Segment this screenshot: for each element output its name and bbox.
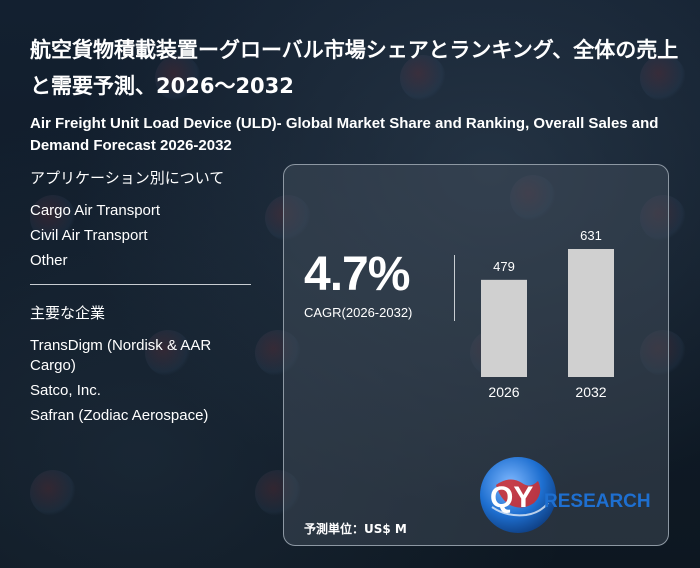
bar-2032	[568, 249, 614, 377]
bar-value-label: 631	[580, 228, 602, 243]
company-item: Safran (Zodiac Aerospace)	[30, 407, 209, 424]
watermark-logo	[400, 55, 446, 101]
qyresearch-logo: QY RESEARCH	[480, 457, 651, 533]
watermark-logo	[265, 195, 311, 241]
watermark-logo	[640, 330, 686, 376]
watermark-logo	[255, 330, 301, 376]
watermark-logo	[145, 330, 191, 376]
left-column: アプリケーション別について Cargo Air Transport Civil …	[30, 168, 255, 426]
watermark-logo	[255, 470, 301, 516]
x-tick-label: 2026	[488, 384, 519, 400]
applications-heading: アプリケーション別について	[30, 169, 225, 187]
companies-heading: 主要な企業	[30, 304, 106, 322]
bar-value-label: 479	[493, 259, 515, 274]
cagr-divider	[454, 255, 455, 321]
watermark-logo	[30, 195, 76, 241]
bar-chart: 479 2026 631 2032	[481, 228, 614, 400]
watermark-logo	[30, 470, 76, 516]
application-item: Other	[30, 252, 68, 269]
watermark-logo	[640, 55, 686, 101]
cagr-value: 4.7%	[304, 248, 410, 301]
company-item: TransDigm (Nordisk & AAR Cargo)	[30, 337, 212, 374]
logo-research-text: RESEARCH	[544, 491, 651, 512]
watermark-logo	[640, 195, 686, 241]
section-divider	[30, 284, 251, 285]
x-tick-label: 2032	[575, 384, 606, 400]
application-item: Cargo Air Transport	[30, 202, 161, 219]
company-item: Satco, Inc.	[30, 382, 101, 399]
bar-2026	[481, 279, 527, 377]
logo-qy-text: QY	[490, 481, 533, 514]
unit-label: 予測単位：US$ M	[304, 522, 407, 536]
cagr-label: CAGR(2026-2032)	[304, 305, 413, 320]
page-title-english: Air Freight Unit Load Device (ULD)- Glob…	[30, 115, 659, 154]
watermark-logo	[155, 55, 201, 101]
watermark-logo	[510, 175, 556, 221]
application-item: Civil Air Transport	[30, 227, 148, 244]
page-title-japanese: 航空貨物積載装置ーグローバル市場シェアとランキング、全体の売上と需要予測、202…	[30, 38, 679, 98]
forecast-panel: 4.7% CAGR(2026-2032) 479 2026 631 2032 予測単位…	[283, 164, 669, 546]
